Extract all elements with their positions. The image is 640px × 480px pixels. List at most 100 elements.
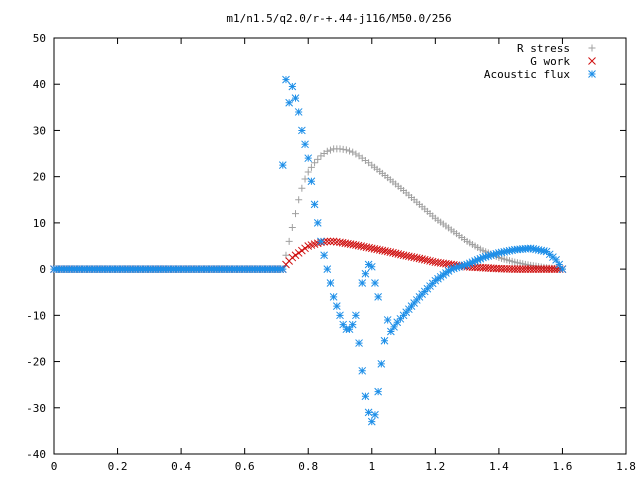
data-point: [278, 161, 287, 169]
data-point: [361, 392, 370, 401]
data-point: [481, 252, 490, 261]
data-point: [460, 261, 469, 270]
data-point: [294, 108, 303, 116]
data-point: [434, 274, 442, 283]
data-point: [288, 253, 297, 262]
data-point: [489, 250, 498, 259]
data-point: [450, 264, 458, 273]
y-tick-label: -30: [26, 402, 46, 415]
data-point: [431, 276, 440, 285]
data-point: [390, 323, 398, 331]
data-point: [505, 246, 514, 255]
data-point: [588, 44, 596, 52]
data-point: [588, 70, 596, 78]
series-layer: [50, 75, 567, 426]
data-point: [313, 219, 322, 227]
axis-ticks: 0 0.2 0.4 0.6 0.8 1 1.2 1.4 1.6 1.8 50 40 30 20 10 0 -10…: [26, 32, 636, 473]
x-tick-label: 1.8: [616, 460, 636, 473]
data-point: [532, 245, 540, 254]
y-tick-label: -40: [26, 448, 46, 461]
data-point: [447, 265, 456, 273]
y-tick-label: 10: [33, 217, 46, 230]
x-tick-label: 0.8: [298, 460, 318, 473]
data-point: [436, 272, 445, 281]
x-tick-label: 0: [51, 460, 58, 473]
data-point: [339, 320, 348, 329]
data-point: [540, 247, 548, 255]
plot-frame: [53, 37, 627, 455]
data-point: [298, 246, 306, 255]
data-point: [329, 292, 338, 301]
data-point: [320, 251, 328, 260]
data-point: [307, 177, 316, 186]
data-point: [358, 366, 367, 375]
data-point: [463, 260, 471, 269]
data-point: [476, 254, 485, 263]
chart-title: m1/n1.5/q2.0/r-+.44-j116/M50.0/256: [226, 12, 451, 25]
data-point: [329, 237, 338, 246]
data-point: [295, 196, 303, 204]
data-point: [349, 148, 357, 156]
data-point: [555, 260, 564, 269]
legend-label: R stress: [517, 42, 570, 55]
data-point: [452, 263, 461, 272]
data-point: [326, 146, 334, 154]
data-point: [374, 292, 382, 301]
data-point: [439, 271, 448, 279]
y-tick-label: 0: [39, 263, 46, 276]
x-tick-label: 0.4: [171, 460, 191, 473]
data-point: [487, 251, 495, 260]
data-point: [288, 224, 296, 232]
data-point: [374, 387, 382, 396]
data-point: [345, 325, 354, 334]
data-point: [465, 259, 474, 268]
x-tick-label: 1.2: [425, 460, 445, 473]
series-acoustic-flux: [50, 75, 567, 426]
y-tick-label: -10: [26, 309, 46, 322]
y-tick-label: 20: [33, 171, 46, 184]
y-tick-label: 50: [33, 32, 46, 45]
data-point: [444, 267, 453, 275]
data-point: [534, 246, 543, 254]
data-point: [298, 184, 306, 192]
y-tick-label: 40: [33, 78, 46, 91]
data-point: [301, 244, 309, 253]
data-point: [294, 249, 303, 257]
data-point: [500, 248, 509, 256]
data-point: [508, 246, 516, 255]
data-point: [304, 168, 312, 176]
data-point: [288, 82, 297, 91]
data-point: [323, 265, 332, 273]
data-point: [358, 279, 367, 287]
data-point: [471, 257, 479, 265]
x-tick-label: 0.6: [235, 460, 255, 473]
x-tick-label: 1.6: [553, 460, 573, 473]
data-point: [479, 253, 487, 262]
x-tick-label: 1.4: [489, 460, 509, 473]
data-point: [291, 251, 300, 260]
legend-label: G work: [530, 55, 570, 68]
data-point: [326, 237, 335, 246]
data-point: [304, 154, 313, 163]
data-point: [380, 336, 389, 345]
data-point: [367, 262, 376, 271]
data-point: [495, 249, 503, 257]
data-point: [285, 237, 293, 245]
data-point: [529, 244, 538, 253]
data-point: [473, 256, 482, 264]
data-point: [348, 320, 357, 329]
data-point: [301, 175, 309, 183]
data-point: [352, 311, 360, 320]
data-point: [311, 159, 319, 167]
data-point: [558, 265, 567, 273]
data-point: [298, 126, 306, 135]
data-point: [323, 147, 331, 155]
data-point: [442, 269, 450, 277]
data-point: [552, 256, 560, 264]
data-point: [537, 246, 546, 255]
data-point: [386, 327, 395, 336]
data-point: [492, 249, 501, 258]
data-point: [502, 247, 511, 256]
y-tick-label: -20: [26, 356, 46, 369]
